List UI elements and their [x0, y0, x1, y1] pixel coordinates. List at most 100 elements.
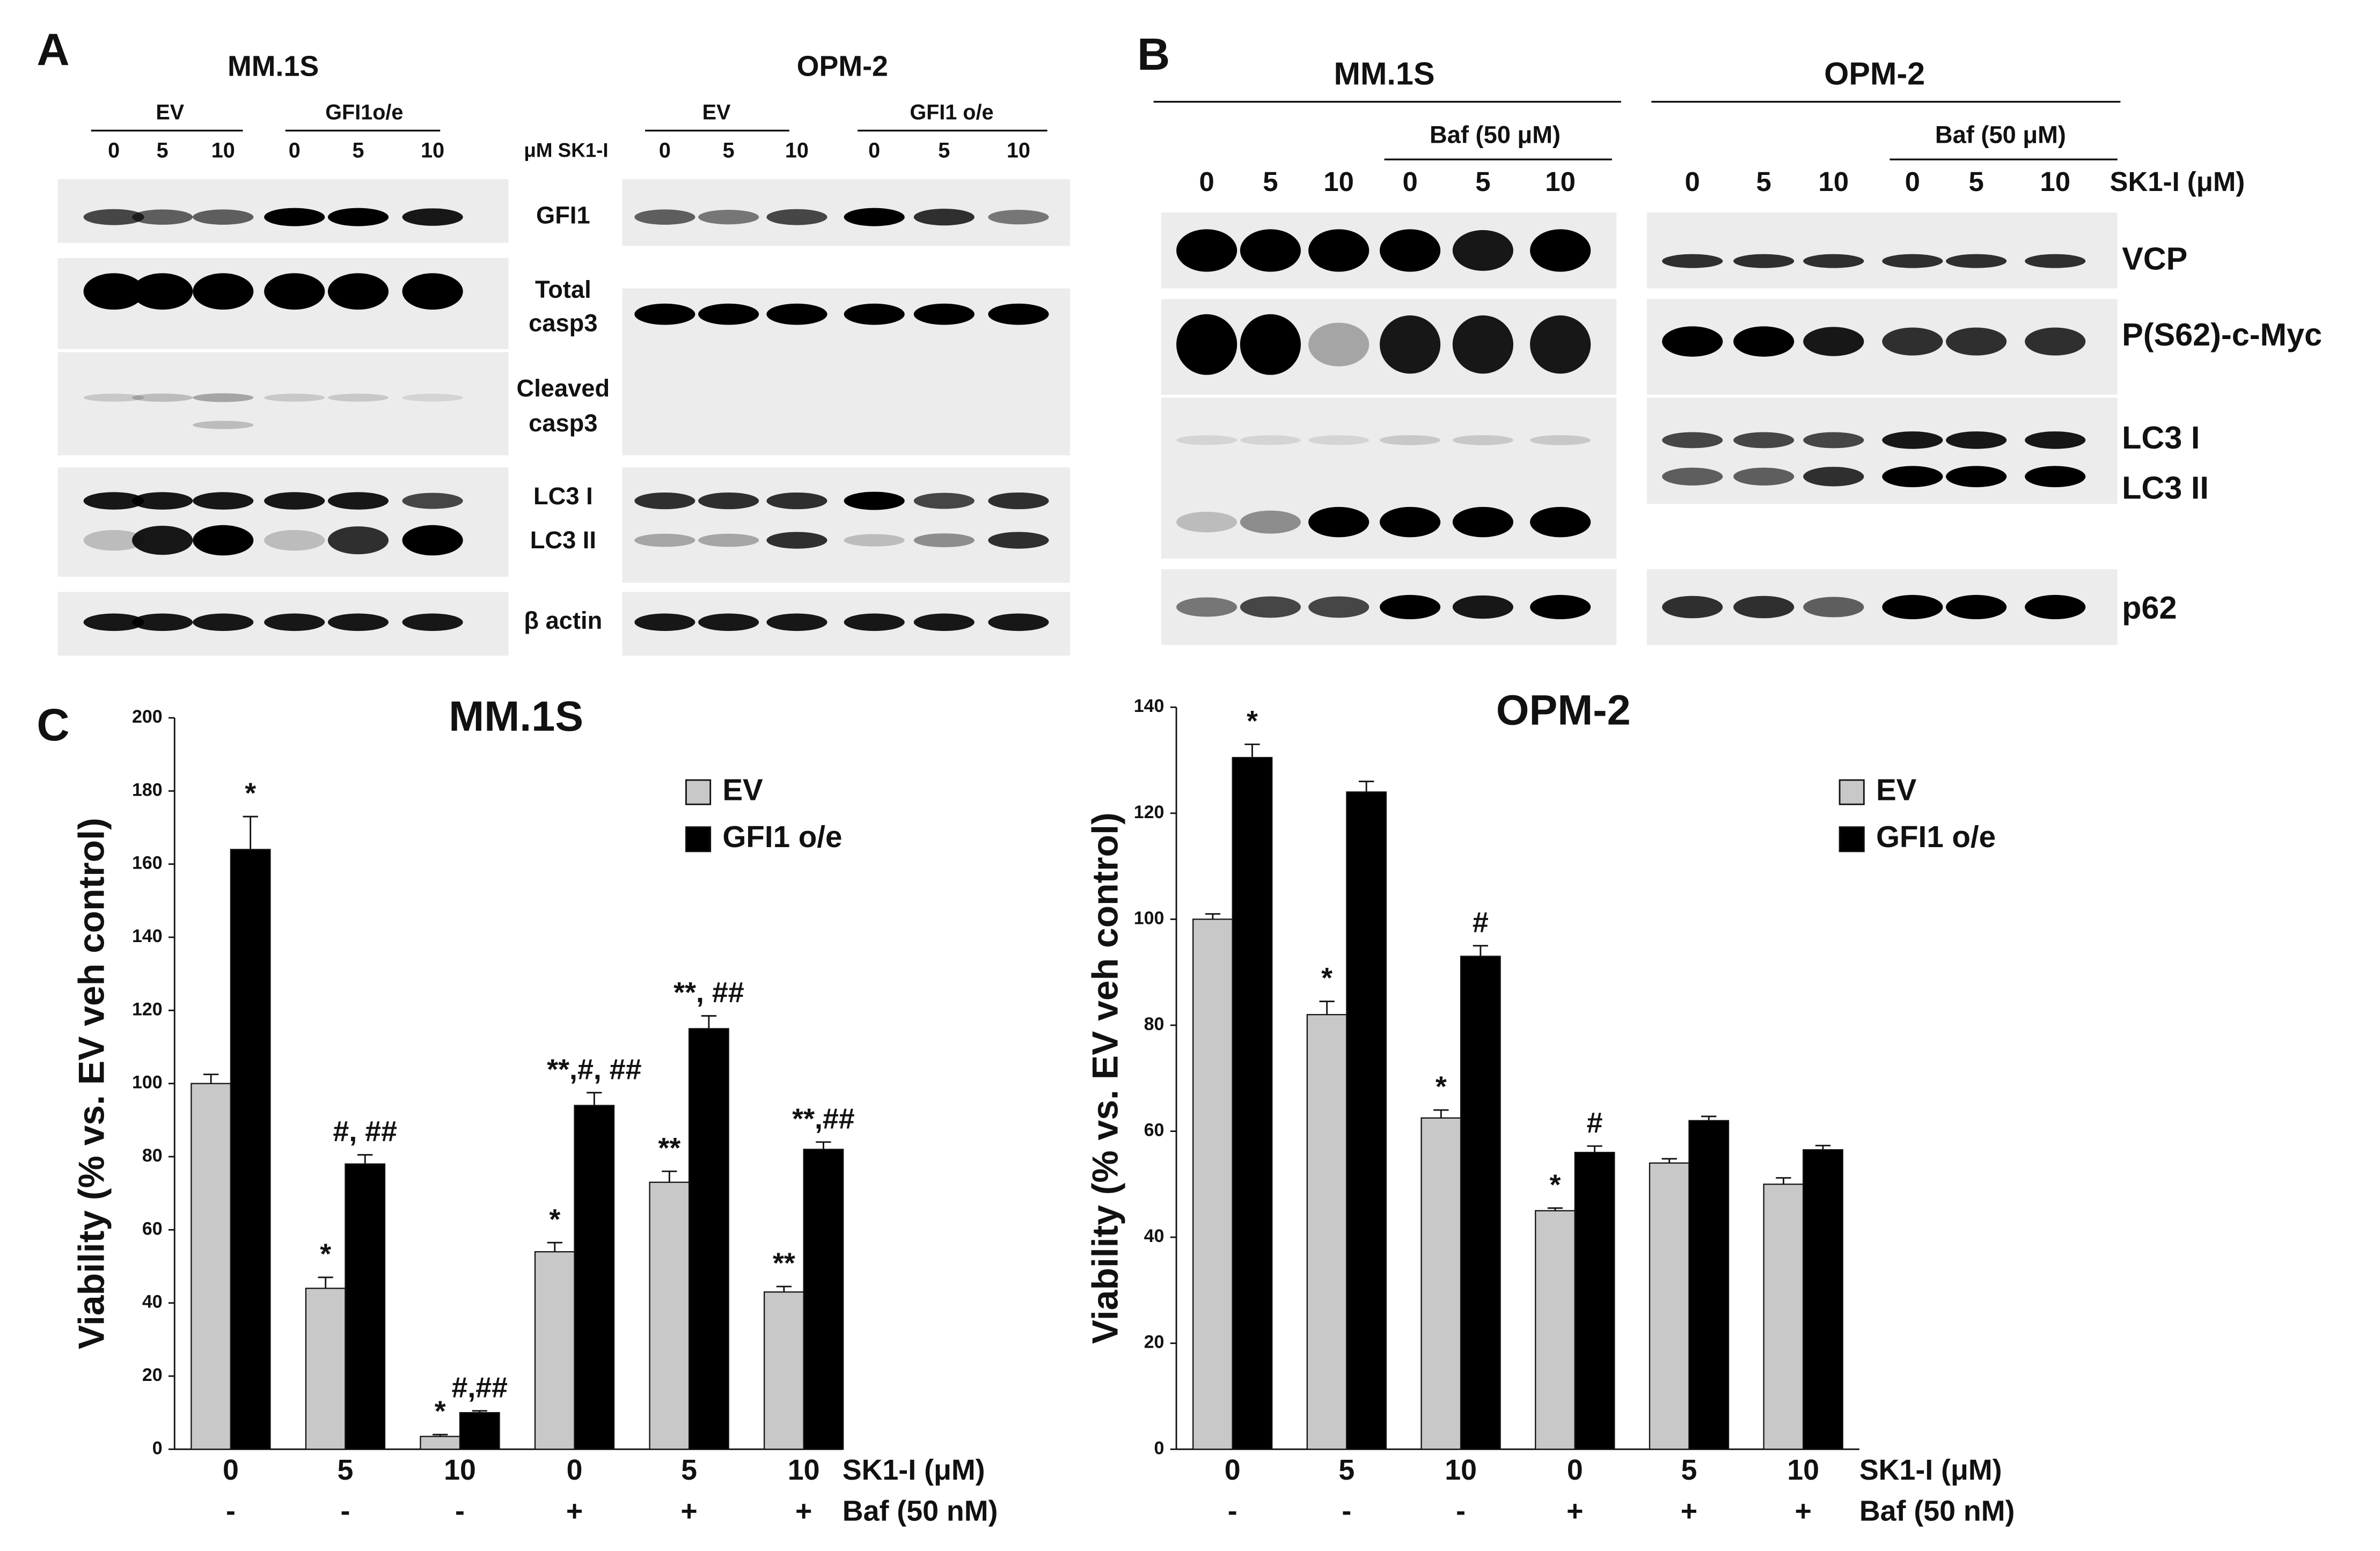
dose-label: 5	[157, 138, 169, 162]
bar	[1763, 1184, 1804, 1450]
band	[1176, 314, 1237, 375]
bar	[1535, 1210, 1576, 1450]
bar	[1232, 756, 1273, 1450]
x-tick-label: 5	[1338, 1454, 1354, 1486]
band	[1530, 315, 1591, 374]
band	[1452, 230, 1513, 271]
protein-label: LC3 II	[2122, 469, 2209, 505]
band	[1380, 315, 1441, 374]
band	[698, 210, 759, 225]
error-bar	[662, 1170, 677, 1182]
dose-label: 5	[1263, 166, 1278, 197]
band	[1380, 506, 1441, 538]
band	[264, 273, 325, 310]
significance-label: #,##	[451, 1371, 508, 1403]
bar	[1803, 1149, 1843, 1450]
band	[1240, 596, 1301, 618]
protein-label: Cleaved	[517, 374, 610, 402]
band	[988, 532, 1049, 549]
x-tick-label: -	[1342, 1495, 1351, 1527]
band	[1176, 229, 1237, 272]
significance-label: #, ##	[333, 1115, 397, 1148]
y-tick-label: 80	[1144, 1014, 1165, 1034]
dose-label: 0	[1402, 166, 1417, 197]
band	[1733, 467, 1795, 486]
band	[193, 525, 254, 556]
dose-label: 5	[938, 138, 950, 162]
x-tick-label: -	[1456, 1495, 1466, 1527]
band	[1176, 511, 1237, 533]
band	[1882, 594, 1943, 620]
bar	[420, 1436, 461, 1450]
band	[264, 393, 325, 402]
band	[402, 208, 463, 226]
band	[766, 492, 827, 510]
band	[1308, 322, 1370, 366]
band	[2025, 327, 2086, 356]
band	[1530, 435, 1591, 445]
bar	[534, 1251, 575, 1450]
band	[1530, 506, 1591, 538]
dose-label: 0	[1905, 166, 1920, 197]
x-tick-label: -	[455, 1495, 465, 1527]
band	[1240, 435, 1301, 445]
x-tick-label: 10	[444, 1454, 476, 1486]
protein-label: LC3 I	[2122, 420, 2200, 455]
band	[402, 493, 463, 509]
band	[988, 210, 1049, 225]
bar	[574, 1105, 615, 1450]
band	[193, 209, 254, 225]
band	[83, 492, 144, 510]
significance-label: *	[1321, 962, 1332, 994]
protein-label: LC3 II	[530, 526, 596, 554]
error-bar	[1587, 1145, 1602, 1153]
bar	[1688, 1120, 1730, 1450]
protein-label: casp3	[529, 409, 597, 437]
protein-label: Total	[535, 276, 591, 303]
bar	[1649, 1162, 1690, 1450]
band	[1803, 432, 1864, 449]
band	[1662, 432, 1723, 449]
x-tick-label: +	[566, 1495, 583, 1527]
dose-label: 0	[1199, 166, 1214, 197]
significance-label: *	[549, 1203, 560, 1236]
error-bar	[1433, 1109, 1449, 1118]
band	[1803, 467, 1864, 487]
band	[1733, 254, 1795, 268]
band	[402, 613, 463, 631]
error-bar	[357, 1154, 373, 1164]
band	[193, 492, 254, 510]
band	[1530, 594, 1591, 620]
bar	[459, 1412, 500, 1450]
protein-label: p62	[2122, 590, 2177, 626]
panel-label: B	[1137, 28, 1170, 79]
error-bar	[472, 1410, 487, 1413]
error-bar	[1244, 743, 1260, 758]
band	[766, 209, 827, 225]
x-tick-label: 0	[1225, 1454, 1241, 1486]
y-tick-label: 20	[142, 1365, 163, 1385]
dose-label: 0	[108, 138, 120, 162]
error-bar	[701, 1015, 717, 1029]
band	[1452, 506, 1513, 538]
band	[1946, 254, 2007, 268]
band	[844, 534, 905, 547]
error-bar	[776, 1285, 792, 1292]
band	[132, 393, 193, 402]
band	[132, 492, 193, 510]
error-bar	[243, 815, 258, 850]
band	[1308, 596, 1370, 618]
x-tick-label: +	[1566, 1495, 1583, 1527]
y-tick-label: 140	[132, 926, 163, 946]
band	[988, 613, 1049, 631]
error-bar	[1661, 1158, 1677, 1163]
error-bar	[1205, 913, 1221, 920]
group-label: GFI1o/e	[325, 101, 403, 124]
y-tick-label: 140	[1134, 696, 1165, 716]
dose-label: 10	[785, 138, 809, 162]
legend-swatch	[685, 826, 712, 852]
bar	[1420, 1117, 1462, 1450]
chart-title: MM.1S	[449, 692, 583, 740]
y-tick-label: 0	[1154, 1438, 1165, 1458]
